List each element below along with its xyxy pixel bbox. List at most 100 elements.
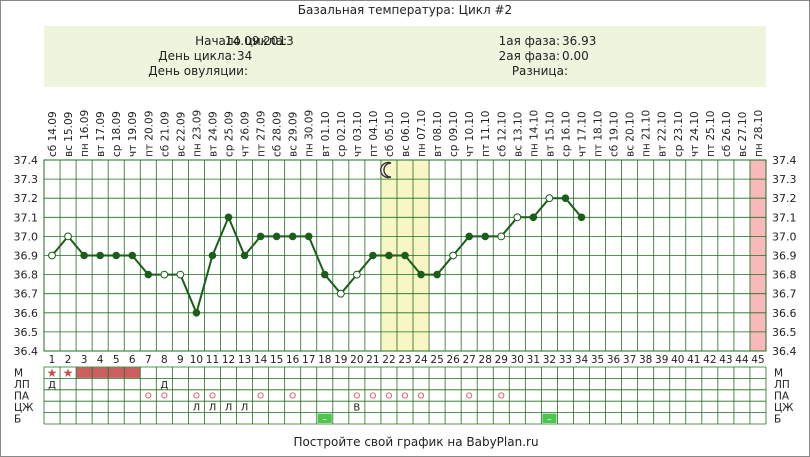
cycle-day-number: 36 (607, 354, 621, 366)
date-label: сб 26.10 (721, 111, 733, 157)
menstruation-star: ★ (63, 366, 74, 380)
y-tick-right: 36.6 (772, 307, 797, 320)
lp-mark: Д (160, 380, 168, 391)
pa-circle (257, 392, 264, 399)
date-label: пт 25.10 (705, 111, 717, 157)
pa-circle (145, 392, 152, 399)
y-tick-right: 37.3 (772, 173, 797, 186)
date-label: сб 21.09 (159, 111, 171, 157)
temperature-point (96, 251, 104, 260)
y-tick-right: 36.7 (772, 288, 797, 301)
date-label: пт 04.10 (368, 111, 380, 157)
temperature-point (80, 251, 88, 260)
temperature-point (64, 232, 72, 241)
date-label: пт 27.09 (256, 111, 268, 157)
y-tick-left: 37.4 (14, 154, 39, 167)
date-label: пн 07.10 (416, 110, 428, 157)
date-label: вс 15.09 (63, 112, 75, 157)
cycle-day-number: 33 (559, 354, 572, 366)
lp-row-label-left: ЛП (14, 379, 30, 391)
cycle-day-number: 7 (145, 354, 152, 366)
cycle-day-number: 38 (639, 354, 652, 366)
b-marker (317, 413, 332, 423)
temperature-point (465, 232, 473, 241)
pa-circle (417, 392, 425, 399)
b-marker (542, 413, 557, 423)
cycle-day-number: 24 (414, 354, 428, 366)
date-label: сб 28.09 (272, 111, 284, 157)
cycle-day-value: 34 (237, 49, 252, 63)
plot-border (43, 159, 767, 352)
date-label: ср 09.10 (448, 111, 460, 157)
cycle-day-number: 25 (430, 354, 443, 366)
date-label: ср 18.09 (111, 111, 123, 157)
y-tick-right: 36.9 (772, 250, 797, 263)
date-label: вс 06.10 (400, 112, 412, 157)
cycle-day-number: 32 (543, 354, 556, 366)
cycle-day-number: 2 (65, 354, 72, 366)
y-tick-left: 37.2 (14, 192, 39, 205)
cycle-day-number: 5 (113, 354, 120, 366)
menstruation-row-label-left: М (14, 368, 23, 380)
pa-circle (193, 392, 200, 399)
cycle-day-number: 26 (446, 354, 460, 366)
date-label: чт 17.10 (576, 111, 588, 157)
phase2-label: 2ая фаза: (499, 49, 560, 63)
temperature-series (48, 194, 586, 317)
date-label: вт 17.09 (95, 111, 107, 157)
temperature-point (561, 194, 570, 202)
b-row-label-left: Б (14, 413, 21, 425)
pa-circle (289, 392, 296, 399)
b-marker-text: – (547, 415, 552, 425)
chart-grid (43, 159, 767, 352)
cycle-day-number: 41 (687, 354, 700, 366)
temperature-point (513, 213, 522, 222)
cycle-day-number: 3 (81, 354, 88, 366)
cycle-day-number: 37 (623, 354, 636, 366)
temperature-point (208, 251, 217, 260)
cycle-day-number: 31 (527, 354, 540, 366)
temperature-point (449, 251, 458, 260)
cycle-day-number: 45 (751, 354, 764, 366)
cycle-day-label: День цикла: (158, 49, 236, 63)
pa-circle (369, 392, 377, 399)
temperature-point (48, 251, 56, 260)
cycle-day-number: 29 (495, 354, 508, 366)
y-tick-right: 36.5 (772, 326, 797, 339)
cycle-day-number: 19 (334, 354, 347, 366)
czh-mark: Л (225, 403, 233, 414)
temperature-point (224, 213, 233, 222)
y-tick-right: 37.1 (772, 211, 797, 224)
cycle-day-number: 4 (97, 354, 104, 366)
date-label: пт 11.10 (480, 111, 492, 157)
cycle-day-number: 27 (462, 354, 475, 366)
cycle-day-number: 28 (479, 354, 492, 366)
cycle-day-number: 23 (398, 354, 411, 366)
y-tick-left: 36.9 (14, 250, 39, 263)
y-axis-labels: 36.4 36.4 36.5 36.5 36.6 36.6 36.7 36.7 36.8 36.8… (14, 154, 797, 358)
date-label: ср 16.10 (560, 111, 572, 157)
lp-mark: Д (48, 380, 56, 391)
temperature-point (128, 251, 137, 260)
cycle-day-number: 11 (206, 354, 219, 366)
cycle-day-number: 9 (177, 354, 184, 366)
cycle-day-number: 22 (382, 354, 395, 366)
pa-circle (466, 392, 473, 399)
cycle-start-label: Начало цикла: (195, 34, 287, 48)
temperature-point (545, 194, 554, 203)
cycle-day-number: 8 (161, 354, 168, 366)
temperature-point (144, 270, 153, 279)
y-tick-left: 36.4 (14, 345, 39, 358)
pa-circle (161, 392, 168, 399)
date-label: сб 19.10 (609, 111, 621, 157)
cycle-day-number: 13 (238, 354, 251, 366)
czh-mark: Л (209, 403, 217, 414)
pa-circle (498, 392, 505, 399)
date-label: вс 20.10 (625, 112, 637, 157)
y-tick-right: 36.8 (772, 269, 797, 282)
info-panel (44, 26, 766, 87)
cycle-day-number: 17 (302, 354, 315, 366)
temperature-point (385, 251, 393, 260)
date-label: вт 01.10 (320, 111, 332, 157)
menstruation-star: ★ (47, 366, 58, 380)
